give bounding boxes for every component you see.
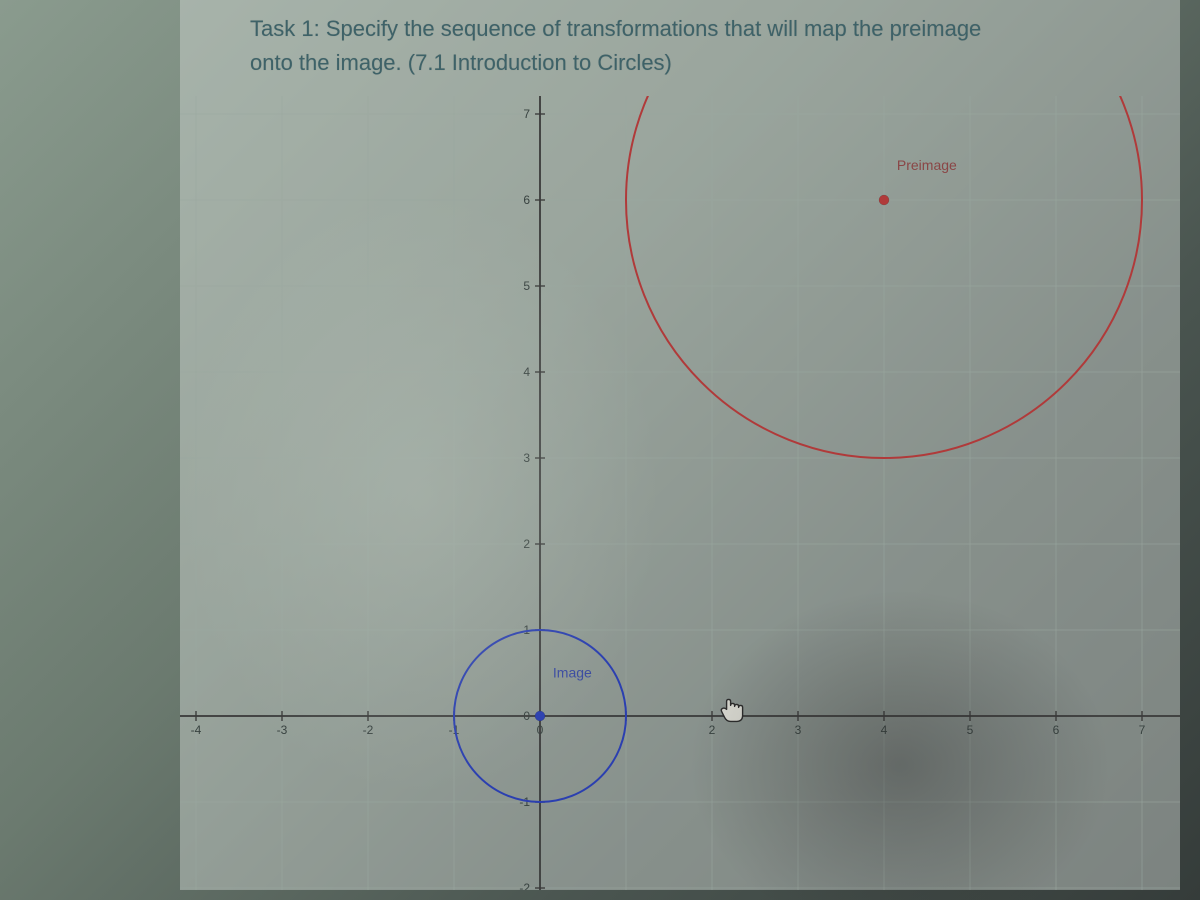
y-tick-label: 2: [523, 537, 530, 551]
x-tick-label: 6: [1053, 723, 1060, 737]
pointer-cursor-icon: [721, 699, 742, 721]
x-tick-label: 2: [709, 723, 716, 737]
x-tick-label: 4: [881, 723, 888, 737]
y-tick-label: -2: [519, 881, 530, 890]
preimage-label: Preimage: [897, 157, 957, 173]
x-tick-label: 5: [967, 723, 974, 737]
x-tick-label: 3: [795, 723, 802, 737]
x-tick-label: 0: [537, 723, 544, 737]
y-tick-label: 5: [523, 279, 530, 293]
task-prompt: Task 1: Specify the sequence of transfor…: [250, 12, 1010, 80]
y-tick-label: 3: [523, 451, 530, 465]
x-tick-label: -4: [191, 723, 202, 737]
y-tick-label: 6: [523, 193, 530, 207]
x-tick-label: -3: [277, 723, 288, 737]
x-tick-label: -2: [363, 723, 374, 737]
graph-svg: -4-3-2-101234567-2-101234567PreimageImag…: [180, 96, 1180, 890]
y-tick-label: 0: [523, 709, 530, 723]
preimage-center-point[interactable]: [879, 195, 889, 205]
task-body: Specify the sequence of transformations …: [250, 16, 981, 75]
task-label: Task 1:: [250, 16, 320, 41]
image-center-point[interactable]: [535, 711, 545, 721]
coordinate-graph[interactable]: -4-3-2-101234567-2-101234567PreimageImag…: [180, 96, 1180, 890]
y-tick-label: 4: [523, 365, 530, 379]
image-label: Image: [553, 664, 592, 680]
x-tick-label: 7: [1139, 723, 1146, 737]
y-tick-label: 7: [523, 107, 530, 121]
